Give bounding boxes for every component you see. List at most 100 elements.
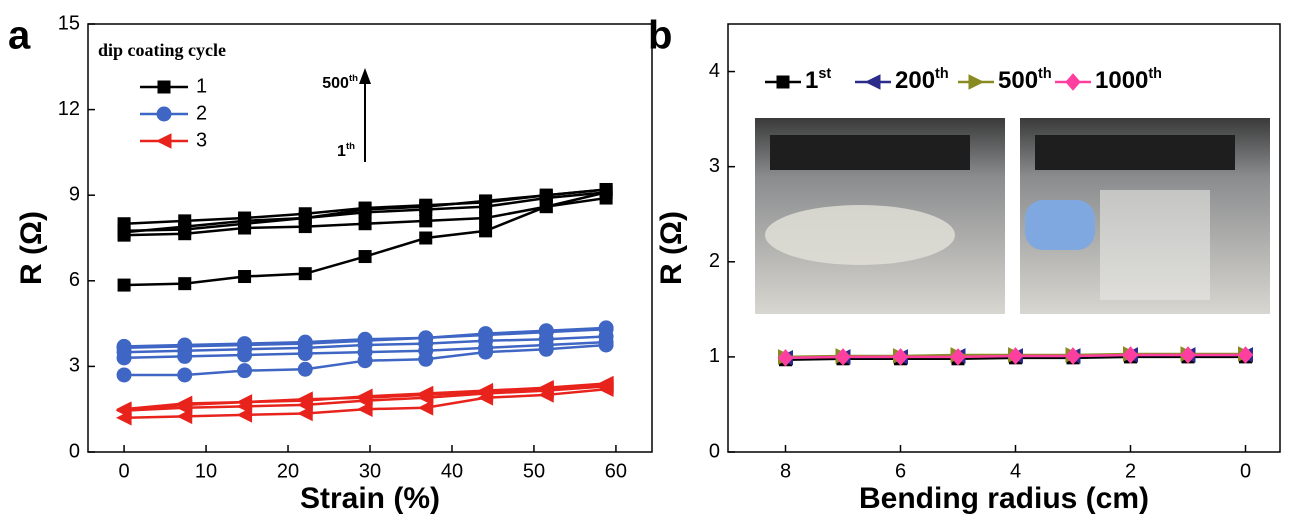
marker	[356, 388, 373, 405]
marker	[156, 106, 172, 122]
marker	[598, 321, 614, 337]
marker	[297, 392, 313, 409]
legend-label: 1000th	[1095, 66, 1162, 95]
legend-title: dip coating cycle	[98, 40, 226, 60]
y-tick-label: 4	[709, 60, 720, 82]
x-tick-label: 60	[605, 460, 627, 482]
marker	[238, 270, 252, 284]
marker	[950, 348, 966, 366]
x-axis-title: Bending radius (cm)	[859, 482, 1149, 515]
x-tick-label: 0	[1240, 460, 1251, 482]
x-tick-label: 30	[359, 460, 381, 482]
marker	[178, 277, 192, 291]
marker	[237, 337, 253, 353]
y-tick-label: 9	[69, 183, 80, 205]
panel-label: b	[648, 14, 672, 58]
y-tick-label: 2	[709, 250, 720, 272]
marker	[538, 324, 554, 340]
y-tick-label: 0	[709, 440, 720, 462]
plot-frame	[727, 23, 1281, 453]
marker	[178, 220, 192, 234]
legend-label: 200th	[895, 66, 949, 95]
marker	[864, 74, 881, 90]
x-tick-label: 20	[277, 460, 299, 482]
marker	[892, 348, 909, 366]
marker	[479, 194, 493, 208]
x-tick-label: 50	[523, 460, 545, 482]
marker	[1180, 346, 1196, 364]
panel-label: a	[8, 14, 31, 58]
legend-label: 1	[196, 75, 207, 97]
marker	[116, 340, 132, 356]
y-tick-label: 6	[69, 269, 80, 291]
photo-meter	[1035, 135, 1235, 170]
marker	[479, 224, 493, 238]
marker	[237, 363, 253, 379]
marker	[539, 188, 553, 202]
y-tick-label: 12	[58, 98, 80, 120]
marker	[776, 75, 790, 89]
x-tick-label: 10	[195, 460, 217, 482]
annotation: 500th	[322, 73, 358, 92]
y-tick-label: 3	[69, 355, 80, 377]
marker	[297, 336, 313, 352]
y-tick-label: 15	[58, 12, 80, 34]
marker	[176, 397, 193, 413]
marker	[418, 330, 434, 346]
annotation: 1th	[337, 141, 355, 160]
marker	[117, 278, 131, 292]
marker	[298, 267, 312, 281]
marker	[599, 182, 613, 196]
x-tick-label: 8	[780, 460, 791, 482]
marker	[478, 327, 494, 343]
marker	[358, 250, 372, 264]
x-axis-title: Strain (%)	[300, 482, 440, 515]
photo-sheet	[1100, 190, 1210, 300]
y-tick-label: 3	[709, 155, 720, 177]
marker	[419, 200, 433, 214]
marker	[835, 348, 851, 366]
x-tick-label: 0	[119, 460, 130, 482]
y-tick-label: 0	[69, 440, 80, 462]
marker	[419, 231, 433, 245]
legend-label: 3	[196, 129, 207, 151]
y-axis-title: R (Ω)	[655, 211, 688, 285]
marker	[115, 402, 132, 419]
marker	[1065, 73, 1081, 91]
marker	[298, 211, 312, 225]
marker	[1122, 346, 1139, 364]
marker	[417, 385, 434, 402]
marker	[155, 133, 172, 149]
marker	[358, 202, 372, 216]
marker	[177, 338, 193, 354]
marker	[597, 375, 614, 392]
marker	[157, 80, 171, 94]
x-tick-label: 4	[1010, 460, 1021, 482]
marker	[477, 382, 494, 399]
photo-glove	[1025, 200, 1095, 250]
legend-label: 1st	[805, 66, 831, 95]
photo-meter	[770, 135, 970, 170]
photo-insets	[755, 118, 1270, 314]
marker	[358, 217, 372, 231]
marker	[116, 367, 132, 383]
legend-label: 2	[196, 102, 207, 124]
marker	[777, 349, 794, 367]
marker	[479, 211, 493, 225]
annotation-arrowhead	[359, 68, 371, 84]
marker	[117, 225, 131, 239]
marker	[419, 214, 433, 228]
marker	[238, 214, 252, 228]
y-axis-title: R (Ω)	[15, 211, 48, 285]
legend-label: 500th	[998, 66, 1052, 95]
x-tick-label: 2	[1125, 460, 1136, 482]
x-tick-label: 6	[895, 460, 906, 482]
marker	[417, 399, 434, 416]
marker	[1065, 347, 1081, 365]
x-tick-label: 40	[441, 460, 463, 482]
marker	[968, 74, 985, 90]
marker	[357, 333, 373, 349]
marker	[538, 379, 554, 396]
marker	[1007, 347, 1024, 365]
